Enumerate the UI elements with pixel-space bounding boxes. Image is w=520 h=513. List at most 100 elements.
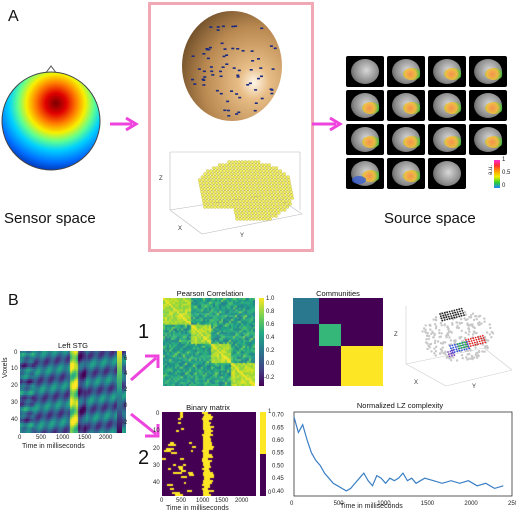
source-point (222, 169, 226, 173)
source-point (219, 187, 223, 191)
source-point (208, 199, 213, 203)
source-point (203, 187, 207, 191)
source-point (266, 193, 271, 197)
cluster-voxel (455, 313, 457, 316)
brain-voxel (452, 356, 455, 359)
source-point (224, 196, 228, 200)
brain-voxel (470, 354, 474, 358)
cluster-voxel (439, 315, 442, 318)
cluster-voxel (461, 341, 464, 344)
source-grid-3d: Z X Y (159, 151, 303, 239)
source-point (255, 202, 259, 206)
source-point (254, 211, 258, 215)
source-point (197, 178, 202, 182)
cluster-voxel (441, 312, 444, 315)
cluster-voxel (467, 338, 470, 341)
source-point (241, 181, 245, 185)
cluster-voxel (458, 315, 461, 318)
binary-xlabel: Time in milliseconds (166, 505, 229, 512)
source-point (214, 178, 218, 182)
mri-slice (346, 158, 384, 189)
electrode-marker (246, 84, 250, 86)
source-point (214, 196, 219, 200)
brain-voxel (449, 339, 453, 342)
source-point (270, 196, 275, 200)
electrode-marker (208, 46, 212, 49)
brain-voxel (469, 357, 472, 360)
source-point (213, 205, 217, 209)
source-point (209, 169, 213, 173)
brain-voxel (477, 350, 481, 353)
source-point (247, 163, 252, 167)
source-point (215, 184, 219, 188)
source-point (260, 163, 265, 167)
source-point (235, 199, 239, 203)
pc-cbar-04: 0.4 (266, 335, 275, 341)
source-point (225, 202, 230, 206)
source-point (254, 166, 259, 170)
lz-series-line (293, 416, 504, 492)
source-point (274, 214, 278, 218)
cluster-voxel (452, 346, 455, 349)
source-point (224, 163, 228, 167)
source-point (285, 205, 290, 209)
cluster-voxel (461, 349, 463, 352)
source-point (218, 199, 222, 203)
cluster-voxel (457, 313, 460, 316)
brain-voxel (467, 357, 470, 360)
source-point (219, 202, 223, 206)
source-point (273, 175, 277, 179)
source-point (217, 193, 221, 197)
source-point (251, 196, 255, 200)
source-point (261, 214, 265, 218)
source-point (275, 205, 280, 209)
brain-voxel (450, 359, 453, 362)
brain-voxel (478, 321, 481, 324)
source-point (218, 166, 222, 170)
brain-3d-communities: Z X Y (394, 306, 513, 390)
cluster-voxel (447, 313, 449, 316)
electrode-marker (237, 69, 241, 72)
source-point (234, 196, 238, 200)
source-point (236, 187, 240, 191)
hm-cbar-neg2: -2 (122, 420, 128, 426)
source-point (248, 166, 252, 170)
source-point (219, 169, 223, 173)
brain-voxel (457, 326, 461, 330)
source-point (213, 172, 217, 176)
pc-cbar-neg02: -0.2 (264, 375, 275, 381)
brain-voxel (468, 352, 471, 356)
source-point (268, 217, 272, 221)
source-point (229, 187, 233, 191)
electrode-marker (241, 50, 245, 52)
source-point (244, 196, 248, 200)
arrow-sensor-to-head (110, 116, 139, 132)
hm-ytick-0: 0 (14, 350, 18, 356)
source-point (252, 169, 256, 173)
source-point (227, 178, 231, 182)
source-point (290, 193, 294, 197)
source-point (249, 187, 253, 191)
source-point (281, 202, 286, 206)
svg-text:Y: Y (240, 233, 244, 239)
source-point (276, 175, 280, 179)
brain-voxel (448, 357, 451, 360)
brain-voxel (466, 349, 470, 352)
cluster-voxel (451, 344, 454, 347)
source-point (239, 187, 243, 191)
source-point (229, 205, 234, 209)
source-point (241, 214, 245, 218)
source-point (223, 172, 227, 176)
source-point (287, 178, 291, 182)
source-point (241, 166, 246, 170)
source-point (234, 214, 239, 218)
source-point (250, 160, 254, 164)
cluster-voxel (473, 339, 475, 342)
brain-voxel (430, 332, 433, 336)
source-point (245, 202, 249, 206)
pearson-correlation-matrix (163, 298, 255, 386)
lz-ytick: 0.50 (272, 464, 284, 470)
cluster-voxel (449, 350, 452, 353)
source-point (222, 202, 226, 206)
source-point (271, 214, 275, 218)
